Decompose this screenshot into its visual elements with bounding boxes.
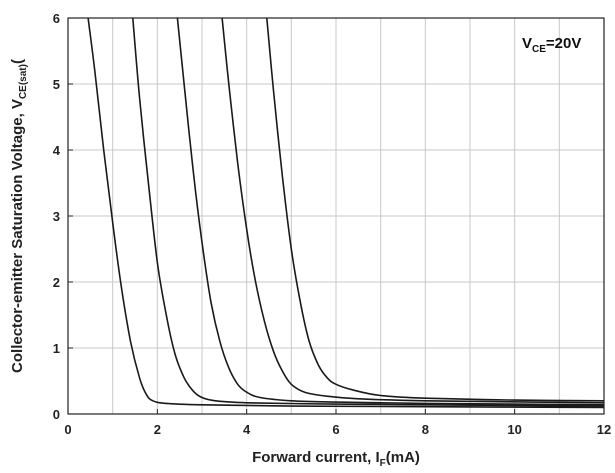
- series-curve-5: [266, 17, 605, 402]
- x-axis-label-unit: (mA): [386, 449, 420, 466]
- y-axis-label-main: Collector-emitter Saturation Voltage, V: [9, 99, 26, 373]
- x-axis-label-main: Forward current, I: [252, 449, 380, 466]
- series-curve-3: [176, 17, 605, 406]
- x-axis-label-subscript: F: [380, 458, 386, 469]
- x-tick-label: 2: [154, 422, 161, 437]
- y-tick-label: 2: [53, 275, 60, 290]
- x-tick-label: 8: [422, 422, 429, 437]
- series-curve-4: [221, 17, 605, 404]
- x-tick-label: 12: [597, 422, 611, 437]
- y-tick-label: 5: [53, 77, 60, 92]
- y-tick-label: 3: [53, 209, 60, 224]
- x-tick-label: 10: [507, 422, 521, 437]
- y-tick-label: 0: [53, 407, 60, 422]
- series-curve-1: [87, 17, 605, 409]
- x-tick-label: 6: [332, 422, 339, 437]
- series-curve-2: [132, 17, 605, 407]
- y-tick-label: 4: [53, 143, 61, 158]
- y-axis-label: Collector-emitter Saturation Voltage, VC…: [9, 59, 29, 373]
- y-axis-label-unit: (: [9, 59, 26, 64]
- x-tick-label: 0: [64, 422, 71, 437]
- vce-annotation: VCE=20V: [522, 35, 581, 55]
- vce-annotation-value: =20V: [546, 35, 581, 52]
- curves: [87, 17, 605, 409]
- vce-annotation-main: V: [522, 35, 532, 52]
- x-tick-label: 4: [243, 422, 251, 437]
- grid: [68, 18, 604, 414]
- y-axis-label-subscript: CE(sat): [18, 64, 29, 99]
- y-tick-label: 6: [53, 11, 60, 26]
- vce-annotation-subscript: CE: [532, 44, 546, 55]
- y-tick-label: 1: [53, 341, 60, 356]
- x-axis-label: Forward current, IF(mA): [252, 449, 420, 469]
